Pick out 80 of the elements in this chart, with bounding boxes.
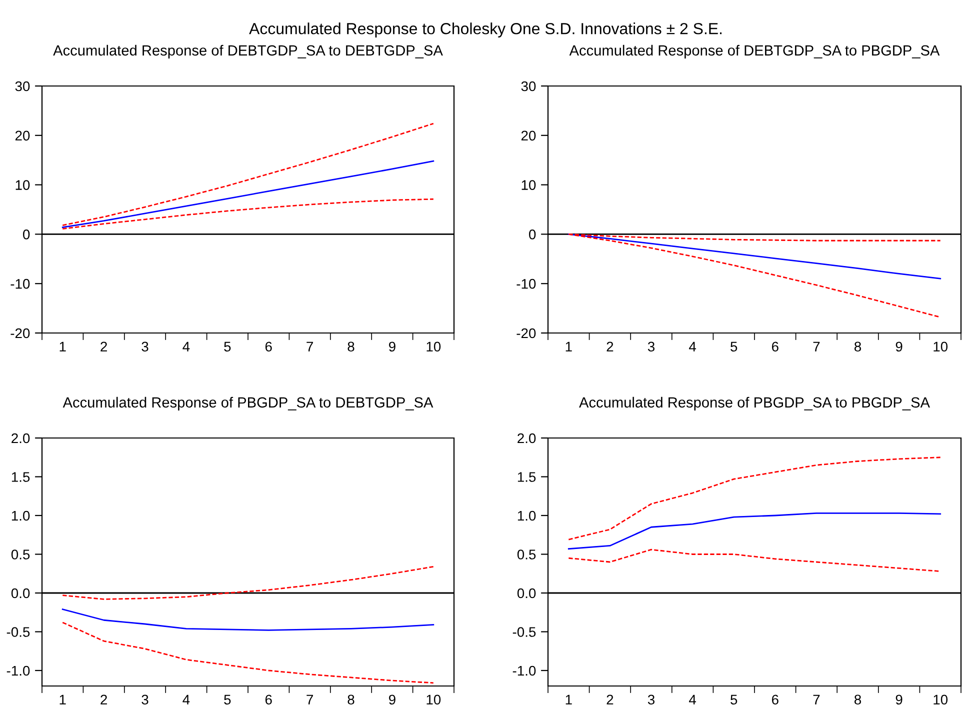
- y-tick-label: 10: [522, 180, 536, 190]
- y-tick-label: 1.0: [518, 510, 536, 521]
- x-tick-label: 7: [813, 342, 820, 352]
- x-tick-label: 1: [60, 342, 66, 352]
- x-tick-label: 7: [306, 694, 313, 704]
- x-tick-label: 4: [689, 694, 696, 704]
- x-tick-label: 5: [730, 694, 738, 705]
- y-tick-label: 2.0: [518, 433, 536, 444]
- y-tick-label: -10: [10, 278, 30, 289]
- y-tick-label: 10: [16, 180, 30, 190]
- x-tick-label: 9: [388, 694, 396, 705]
- y-tick-label: 0: [529, 230, 536, 240]
- y-tick-label: -0.5: [512, 627, 536, 637]
- line-series: [62, 566, 434, 600]
- chart-title: Accumulated Response of PBGDP_SA to DEBTGDP_SA: [62, 396, 434, 410]
- line-series: [62, 622, 434, 684]
- y-tick-label: 30: [521, 81, 536, 92]
- line-series: [62, 608, 434, 631]
- x-tick-label: 8: [348, 694, 354, 705]
- x-tick-label: 3: [648, 342, 654, 352]
- chart-title: Accumulated Response of DEBTGDP_SA to PBGDP_SA: [569, 44, 940, 58]
- x-tick-label: 1: [566, 342, 572, 352]
- line-series: [568, 456, 942, 540]
- x-tick-label: 1: [60, 694, 66, 704]
- line-series: [568, 548, 942, 572]
- x-tick-label: 8: [854, 342, 862, 352]
- y-tick-label: 20: [15, 130, 30, 141]
- x-tick-label: 3: [142, 342, 148, 352]
- line-series: [62, 122, 434, 226]
- x-tick-label: 9: [896, 342, 902, 352]
- x-tick-label: 10: [934, 694, 948, 705]
- chart-title: Accumulated Response of PBGDP_SA to PBGDP_SA: [579, 396, 930, 410]
- x-tick-label: 9: [388, 342, 396, 352]
- y-tick-label: 30: [15, 81, 30, 92]
- x-tick-label: 10: [934, 342, 948, 352]
- y-tick-label: 1.0: [12, 510, 30, 521]
- x-tick-label: 9: [896, 694, 902, 705]
- x-tick-label: 10: [426, 342, 441, 352]
- x-tick-label: 8: [348, 342, 354, 352]
- line-series: [62, 198, 434, 230]
- y-tick-label: -1.0: [512, 666, 536, 676]
- x-tick-label: 6: [772, 694, 778, 705]
- x-tick-label: 1: [566, 694, 572, 704]
- x-tick-label: 2: [606, 342, 614, 352]
- x-tick-label: 6: [265, 342, 272, 352]
- x-tick-label: 3: [142, 694, 148, 705]
- y-tick-label: -20: [516, 328, 536, 338]
- x-tick-label: 2: [100, 694, 107, 704]
- x-tick-label: 5: [224, 694, 231, 705]
- y-tick-label: 20: [521, 130, 536, 141]
- x-tick-label: 6: [772, 342, 778, 352]
- y-tick-label: 1.5: [518, 472, 536, 482]
- chart-title: Accumulated Response of DEBTGDP_SA to DEBTGDP_SA: [53, 44, 443, 58]
- x-tick-label: 4: [689, 342, 696, 352]
- y-tick-label: -20: [10, 328, 30, 338]
- y-tick-label: 2.0: [12, 433, 30, 444]
- x-tick-label: 4: [182, 342, 190, 352]
- x-tick-label: 7: [306, 342, 313, 352]
- y-tick-label: 0.0: [11, 588, 30, 598]
- x-tick-label: 10: [426, 694, 441, 705]
- y-tick-label: -1.0: [6, 666, 30, 676]
- x-tick-label: 6: [265, 694, 272, 705]
- y-tick-label: 0.5: [11, 550, 30, 560]
- chart-subtitle: Accumulated Response to Cholesky One S.D. Innovations ± 2 S.E.: [249, 22, 722, 38]
- y-tick-label: 0.0: [517, 588, 536, 598]
- x-tick-label: 2: [100, 342, 107, 352]
- x-tick-label: 7: [813, 694, 820, 704]
- y-tick-label: -0.5: [6, 627, 30, 637]
- y-tick-label: 0: [23, 230, 30, 240]
- line-series: [62, 160, 434, 228]
- x-tick-label: 5: [730, 342, 738, 352]
- y-tick-label: -10: [516, 278, 536, 289]
- x-tick-label: 8: [854, 694, 862, 705]
- x-tick-label: 5: [224, 342, 231, 352]
- x-tick-label: 2: [606, 694, 614, 704]
- y-tick-label: 0.5: [517, 550, 536, 560]
- y-tick-label: 1.5: [12, 472, 30, 482]
- x-tick-label: 4: [182, 694, 190, 704]
- line-series: [568, 512, 942, 550]
- x-tick-label: 3: [648, 694, 654, 705]
